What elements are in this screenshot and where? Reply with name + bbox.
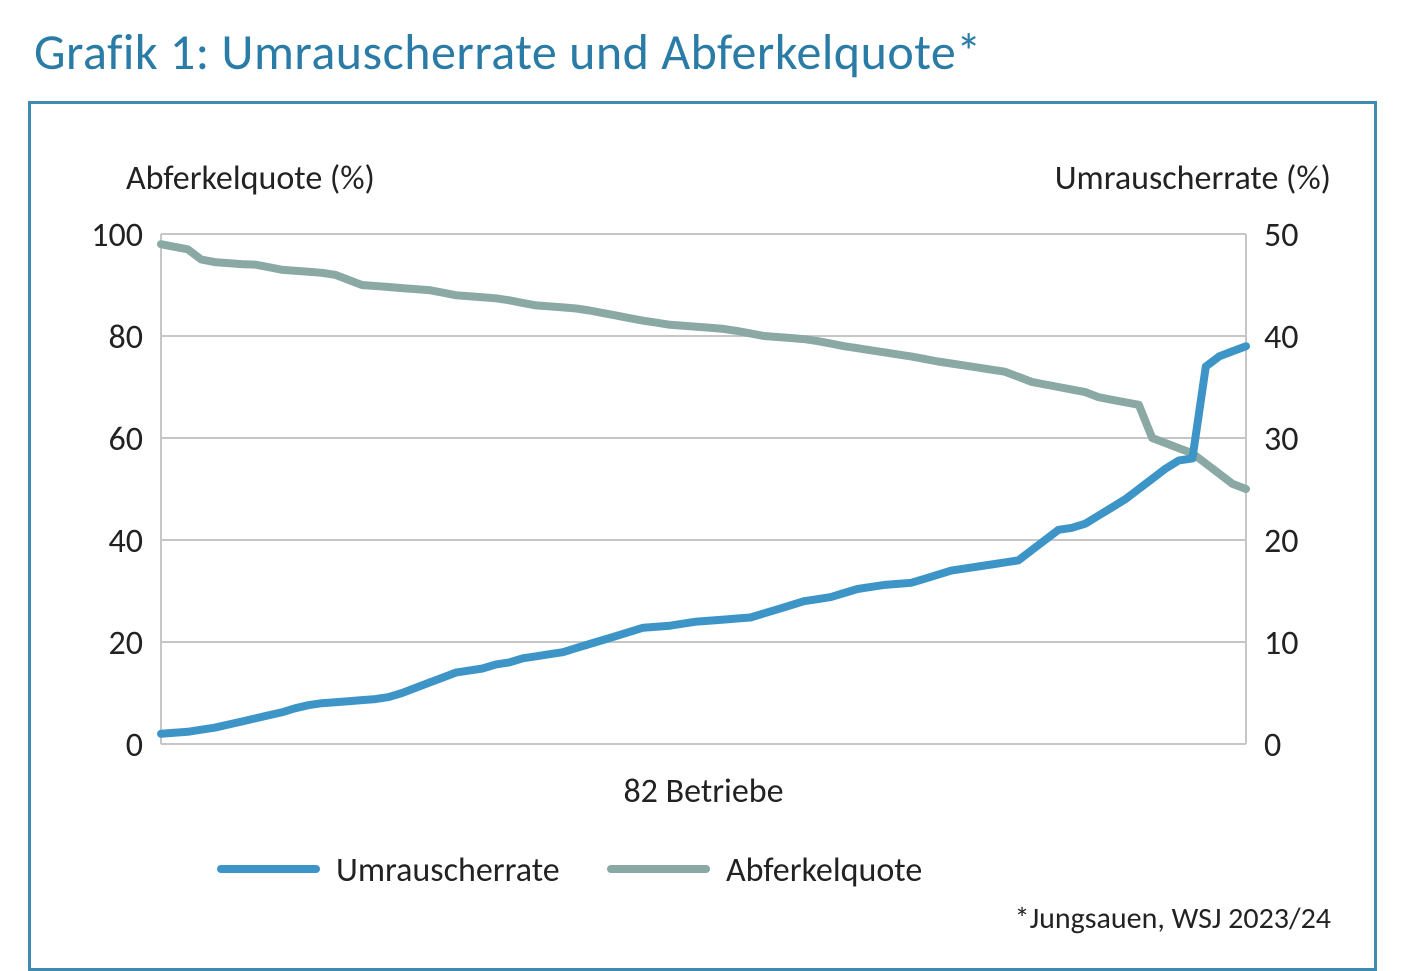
- y-left-tick-label: 40: [109, 521, 143, 562]
- series-abferkelquote: [161, 244, 1246, 489]
- y-right-tick-label: 0: [1264, 725, 1281, 766]
- y-left-axis-title: Abferkelquote (%): [126, 158, 375, 199]
- legend-label: Umrauscherrate: [336, 850, 560, 891]
- y-left-tick-label: 100: [91, 215, 143, 256]
- y-right-axis-title: Umrauscherrate (%): [1055, 158, 1331, 199]
- y-right-tick-label: 50: [1264, 215, 1298, 256]
- y-left-tick-label: 0: [126, 725, 143, 766]
- legend-label: Abferkelquote: [726, 850, 922, 891]
- chart-frame: 0 20 40 60 80 100 0 10 20 30 40 50 Abferkelquote (%)…: [28, 101, 1377, 971]
- y-left-tick-label: 60: [109, 419, 143, 460]
- y-right-tick-label: 10: [1264, 623, 1298, 664]
- chart-footnote: *Jungsauen, WSJ 2023/24: [1015, 900, 1331, 937]
- y-right-tick-label: 20: [1264, 521, 1298, 562]
- chart-svg: 0 20 40 60 80 100 0 10 20 30 40 50 Abferkelquote (%)…: [31, 104, 1374, 968]
- x-axis-label: 82 Betriebe: [623, 771, 783, 812]
- y-right-tick-label: 40: [1264, 317, 1298, 358]
- y-right-tick-label: 30: [1264, 419, 1298, 460]
- y-left-tick-label: 80: [109, 317, 143, 358]
- y-left-tick-label: 20: [109, 623, 143, 664]
- chart-title: Grafik 1: Umrauscherrate und Abferkelquo…: [34, 22, 1377, 83]
